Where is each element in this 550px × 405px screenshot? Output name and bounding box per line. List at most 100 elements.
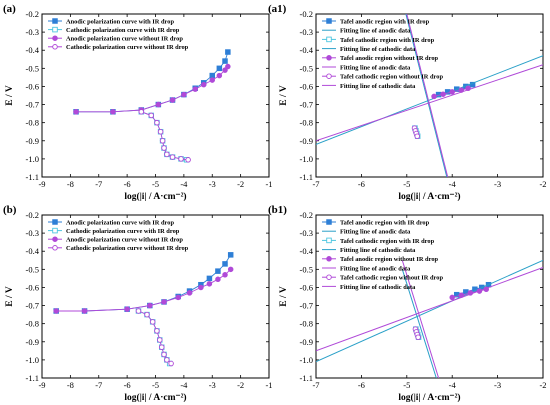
data-point [157, 128, 164, 135]
data-point [216, 65, 223, 72]
x-tick-label: -6 [358, 179, 365, 189]
plot-data [53, 252, 234, 367]
x-tick-label: -2 [539, 179, 546, 189]
legend-marker [52, 245, 58, 251]
plot-frame [315, 214, 544, 379]
data-point [227, 252, 234, 258]
y-tick-label: -0.8 [26, 319, 39, 329]
legend-marker [326, 18, 332, 24]
x-tick-label: -9 [38, 380, 45, 390]
y-tick-label: -0.7 [300, 301, 313, 311]
x-tick-label: -7 [95, 179, 102, 189]
x-tick-label: -2 [539, 380, 546, 390]
series-line [141, 111, 187, 161]
fit-line [406, 14, 449, 177]
data-point [185, 157, 191, 163]
data-point [225, 49, 231, 55]
panel-b: (b) -9 -8 -7 -6 -5 -4 -3 -2 -1 -0.2 -0.3 -0.4 -0.5 -0.… [3, 204, 273, 403]
x-tick-label: -5 [403, 380, 410, 390]
data-point [414, 133, 420, 139]
data-point [222, 58, 228, 64]
legend-label: Anodic polarization curve with IR drop [66, 18, 174, 25]
legend-marker [52, 35, 58, 41]
data-point [206, 281, 213, 287]
data-point [81, 308, 88, 314]
x-tick-label: -7 [312, 380, 319, 390]
data-point [158, 344, 165, 350]
fit-line [316, 267, 543, 352]
panel-tag: (b1) [268, 204, 287, 216]
y-tick-label: -0.3 [26, 228, 39, 238]
legend: Anodic polarization curve with IR drop Ca… [48, 219, 189, 252]
x-tick-label: -3 [209, 380, 216, 390]
legend-marker [326, 237, 332, 244]
y-tick-label: -1.0 [26, 154, 39, 164]
panel-b1: (b1) -7 -6 -5 -4 -3 -2 -0.2 -0.3 -0.4 -0.5 -0.6 -0.7… [268, 204, 547, 403]
y-tick-label: -0.3 [300, 228, 313, 238]
x-tick-label: -5 [152, 380, 159, 390]
fit-line [401, 269, 437, 378]
data-point [175, 294, 181, 301]
y-tick-label: -0.2 [300, 210, 313, 220]
legend-label: Fitting line of cathodic data [340, 284, 416, 291]
data-point [154, 119, 160, 126]
y-tick-label: -0.7 [26, 301, 39, 311]
legend-label: Fitting line of anodic data [340, 229, 411, 236]
data-point [157, 337, 163, 343]
x-axis-label: log(|i| / A·cm⁻²) [124, 392, 186, 403]
x-tick-label: -7 [95, 380, 102, 390]
legend-label: Tafel cathodic region without IR drop [340, 74, 443, 81]
x-tick-label: -6 [124, 179, 131, 189]
y-axis-label: E / V [279, 286, 289, 307]
data-point [200, 81, 207, 88]
x-tick-label: -3 [494, 380, 501, 390]
x-axis-label: log(|i| / A·cm⁻²) [398, 191, 460, 202]
legend-marker [326, 73, 332, 79]
legend-marker [326, 256, 332, 262]
data-point [135, 308, 142, 314]
legend-label: Cathodic polarization curve with IR drop [66, 27, 180, 34]
legend-label: Tafel anodic region without IR drop [340, 256, 439, 263]
y-tick-label: -0.2 [26, 210, 39, 220]
series-line [76, 66, 229, 113]
x-tick-label: -1 [265, 380, 272, 390]
data-point [73, 109, 79, 115]
data-point [148, 112, 154, 119]
y-tick-label: -0.8 [300, 118, 313, 128]
y-tick-label: -0.3 [26, 27, 39, 37]
legend-label: Tafel anodic region without IR drop [340, 55, 439, 62]
x-tick-label: -4 [449, 179, 457, 189]
y-tick-label: -0.6 [26, 81, 39, 91]
data-point [222, 67, 228, 73]
data-point [449, 89, 455, 95]
data-point [209, 72, 215, 79]
y-tick-label: -0.5 [26, 63, 39, 73]
legend: Tafel anodic region with IR drop Fitting … [322, 219, 443, 291]
legend-label: Fitting line of anodic data [340, 64, 411, 71]
y-tick-label: -0.9 [300, 337, 313, 347]
fit-line [316, 259, 543, 363]
legend-label: Tafel anodic region with IR drop [340, 18, 430, 25]
legend: Anodic polarization curve with IR drop Ca… [48, 18, 189, 51]
y-tick-label: -0.4 [300, 45, 314, 55]
x-tick-label: -4 [180, 179, 188, 189]
data-point [186, 290, 193, 296]
legend-marker [326, 36, 332, 43]
x-tick-label: -2 [237, 179, 244, 189]
y-tick-label: -0.4 [26, 45, 40, 55]
legend-label: Anodic polarization curve without IR dro… [66, 36, 183, 43]
y-tick-label: -0.6 [300, 81, 313, 91]
legend-label: Anodic polarization curve without IR dro… [66, 237, 183, 244]
panel-tag: (a) [3, 3, 16, 15]
data-point [198, 284, 204, 291]
panel-tag: (a1) [268, 3, 287, 15]
legend-label: Fitting line of anodic data [340, 265, 411, 272]
data-point [222, 272, 228, 278]
y-tick-label: -1.0 [300, 355, 313, 365]
x-tick-label: -8 [67, 179, 74, 189]
data-point [469, 81, 476, 88]
legend-marker [52, 219, 58, 225]
data-point [169, 154, 176, 160]
y-tick-label: -0.3 [300, 27, 313, 37]
